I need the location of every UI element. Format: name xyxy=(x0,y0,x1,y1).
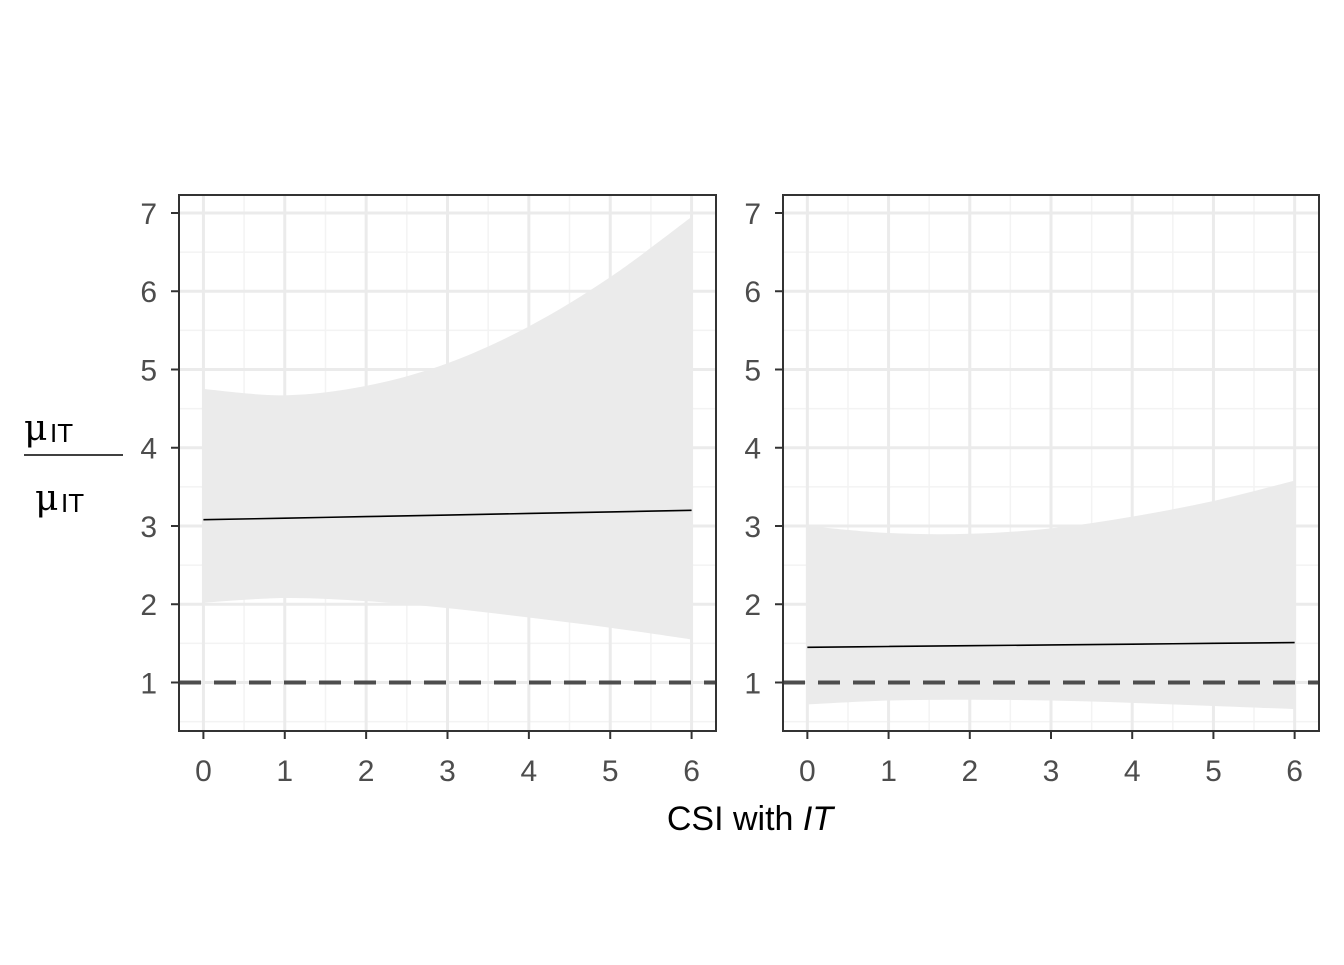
x-tick-label: 5 xyxy=(1205,755,1222,788)
panels: 0 1 2 3 4 5 6 1 2 3 4 5 6 7 0 1 2 3 4 5 6 1 2 3 4 5 6 7 xyxy=(140,194,1320,788)
y-label-numerator-subscript: IT xyxy=(50,418,73,448)
y-label-denominator-symbol: μ xyxy=(35,478,58,519)
y-axis-label: μ IT μ IT xyxy=(24,408,123,519)
y-label-numerator-symbol: μ xyxy=(24,408,47,449)
x-tick-label: 6 xyxy=(683,755,700,788)
x-axis-title-italic: IT xyxy=(803,800,835,838)
y-tick-label: 4 xyxy=(744,433,761,466)
y-tick-label: 3 xyxy=(140,511,157,544)
estimate-line xyxy=(807,641,1295,649)
y-tick-label: 1 xyxy=(744,667,761,700)
x-tick-label: 0 xyxy=(799,755,816,788)
confidence-ribbon xyxy=(203,216,692,640)
x-tick-label: 5 xyxy=(602,755,619,788)
x-tick-label: 2 xyxy=(358,755,375,788)
y-tick-label: 7 xyxy=(744,198,761,231)
x-tick-label: 4 xyxy=(521,755,538,788)
estimate-line xyxy=(203,509,692,521)
x-tick-label: 6 xyxy=(1286,755,1303,788)
panel-right: 0 1 2 3 4 5 6 1 2 3 4 5 6 7 xyxy=(744,194,1320,788)
x-axis-title-main: CSI with xyxy=(667,800,803,838)
y-tick-label: 5 xyxy=(744,354,761,387)
y-tick-label: 6 xyxy=(744,276,761,309)
y-tick-label: 7 xyxy=(140,198,157,231)
x-tick-label: 4 xyxy=(1124,755,1141,788)
x-axis-title: CSI with IT xyxy=(667,800,835,838)
x-tick-label: 1 xyxy=(880,755,897,788)
x-tick-label: 3 xyxy=(1043,755,1060,788)
confidence-ribbon xyxy=(807,480,1295,710)
x-tick-label: 0 xyxy=(195,755,212,788)
panel-left: 0 1 2 3 4 5 6 1 2 3 4 5 6 7 xyxy=(140,194,717,788)
y-tick-label: 5 xyxy=(140,354,157,387)
y-tick-label: 6 xyxy=(140,276,157,309)
x-tick-label: 2 xyxy=(961,755,978,788)
y-tick-label: 2 xyxy=(744,589,761,622)
y-tick-label: 1 xyxy=(140,667,157,700)
y-tick-label: 3 xyxy=(744,511,761,544)
y-label-denominator-subscript: IT xyxy=(61,488,84,518)
x-tick-label: 3 xyxy=(439,755,456,788)
y-tick-label: 4 xyxy=(140,433,157,466)
x-tick-label: 1 xyxy=(276,755,293,788)
y-tick-label: 2 xyxy=(140,589,157,622)
